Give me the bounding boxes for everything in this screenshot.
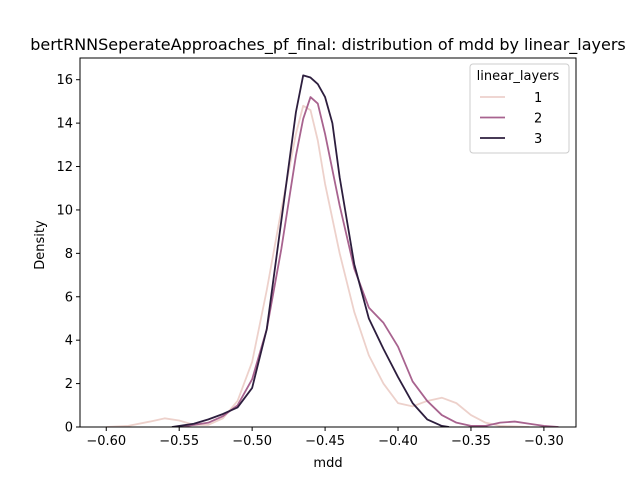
y-tick-label: 12 — [56, 160, 73, 175]
series-group — [106, 74, 559, 427]
legend-label-layers-3: 3 — [534, 132, 542, 147]
kde-curve-layers-1 — [106, 104, 530, 427]
x-axis: −0.60 −0.55 −0.50 −0.45 −0.40 −0.35 −0.30 — [86, 427, 564, 449]
legend: linear_layers 1 2 3 — [469, 63, 570, 154]
legend-title: linear_layers — [477, 69, 560, 84]
y-axis: 0 2 4 6 8 10 12 14 16 — [56, 73, 80, 436]
legend-frame — [469, 63, 570, 154]
y-axis-label: Density — [33, 220, 48, 270]
plot-area — [79, 57, 577, 428]
x-tick-label: −0.50 — [232, 434, 272, 449]
x-tick-label: −0.35 — [451, 434, 491, 449]
y-tick-label: 2 — [65, 377, 73, 392]
kde-curve-layers-2 — [179, 96, 559, 427]
chart-title: bertRNNSeperateApproaches_pf_final: dist… — [30, 35, 626, 55]
y-tick-label: 14 — [56, 117, 73, 132]
y-tick-label: 0 — [65, 421, 73, 436]
y-tick-label: 4 — [65, 334, 73, 349]
y-tick-label: 6 — [65, 290, 73, 305]
x-tick-label: −0.55 — [159, 434, 199, 449]
x-axis-label: mdd — [313, 456, 342, 471]
legend-label-layers-2: 2 — [534, 112, 542, 127]
x-tick-label: −0.45 — [305, 434, 345, 449]
x-tick-label: −0.40 — [378, 434, 418, 449]
y-tick-label: 10 — [56, 203, 73, 218]
x-tick-label: −0.30 — [524, 434, 564, 449]
legend-label-layers-1: 1 — [534, 91, 542, 106]
y-tick-label: 8 — [65, 247, 73, 262]
plot-frame — [79, 57, 577, 428]
kde-curve-layers-3 — [171, 74, 450, 427]
y-tick-label: 16 — [56, 73, 73, 88]
x-tick-label: −0.60 — [86, 434, 126, 449]
